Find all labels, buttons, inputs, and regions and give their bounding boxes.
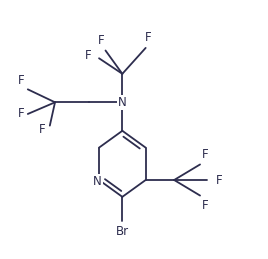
Text: F: F [202,199,209,212]
Text: N: N [93,175,102,188]
Text: F: F [216,174,223,186]
Text: F: F [202,148,209,161]
Text: N: N [118,96,127,109]
Text: F: F [98,34,105,47]
Text: F: F [18,107,25,120]
Text: F: F [18,74,25,87]
Text: F: F [145,31,152,44]
Text: F: F [85,49,92,62]
Text: Br: Br [116,225,129,238]
Text: F: F [39,123,45,136]
